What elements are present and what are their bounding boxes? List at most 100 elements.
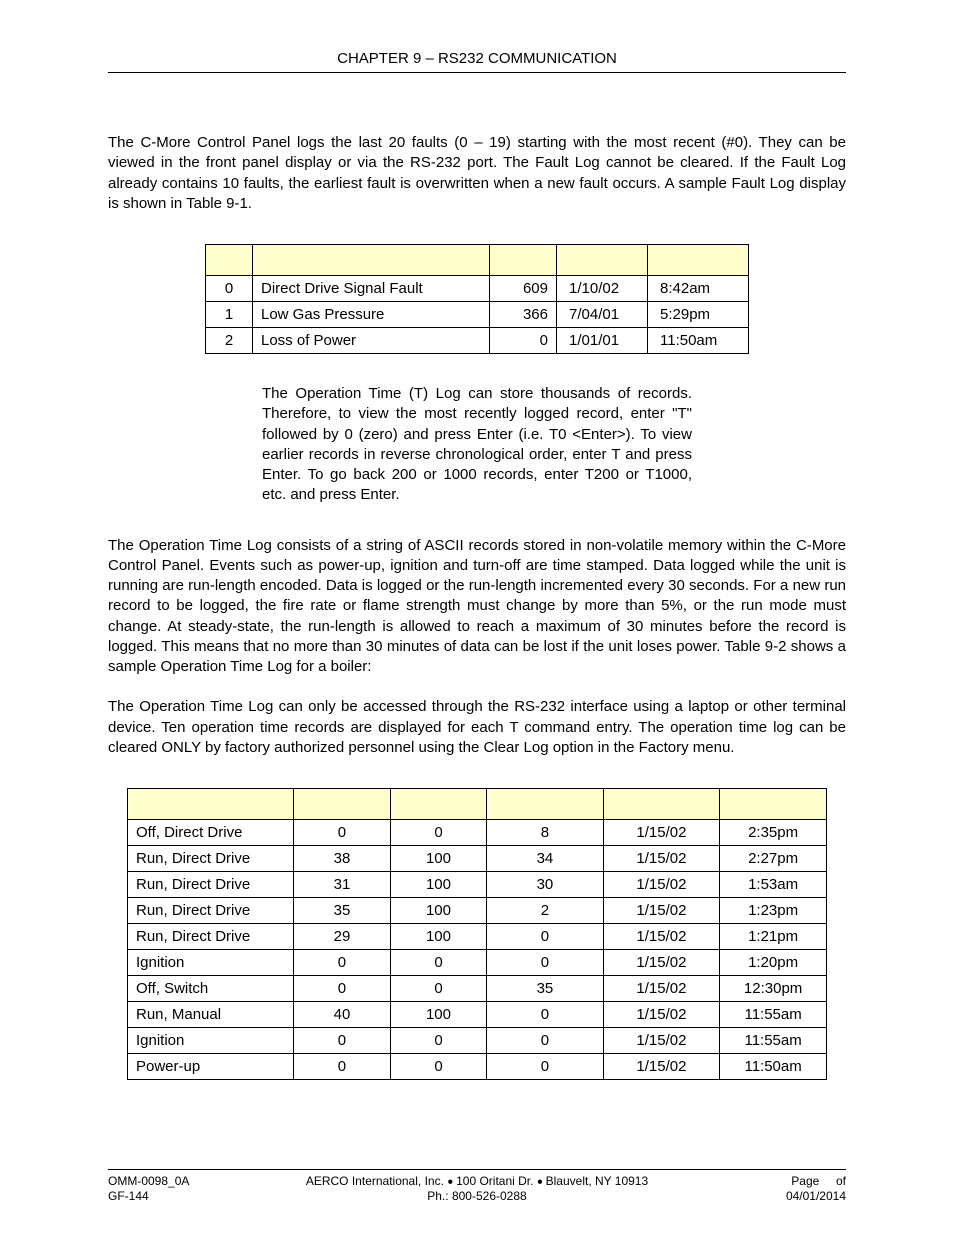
table-cell: 8 bbox=[487, 820, 603, 846]
table-header-row bbox=[206, 245, 749, 276]
table-cell: 0 bbox=[294, 1054, 391, 1080]
bullet-icon: ● bbox=[447, 1176, 456, 1187]
table-cell: Off, Direct Drive bbox=[128, 820, 294, 846]
footer-doc-code: GF-144 bbox=[108, 1189, 258, 1205]
col-header bbox=[720, 789, 827, 820]
table-row: Run, Direct Drive31100301/15/021:53am bbox=[128, 872, 827, 898]
table-cell: 0 bbox=[390, 976, 487, 1002]
table-cell: 1/15/02 bbox=[603, 898, 720, 924]
table-cell: 38 bbox=[294, 846, 391, 872]
table-row: Ignition0001/15/021:20pm bbox=[128, 950, 827, 976]
col-header bbox=[490, 245, 557, 276]
table-cell: 11:55am bbox=[720, 1002, 827, 1028]
table-cell: Ignition bbox=[128, 1028, 294, 1054]
table-cell: 0 bbox=[390, 950, 487, 976]
table-row: Run, Manual4010001/15/0211:55am bbox=[128, 1002, 827, 1028]
table-cell: 1:20pm bbox=[720, 950, 827, 976]
table-cell: 100 bbox=[390, 846, 487, 872]
table-cell: 100 bbox=[390, 898, 487, 924]
table-cell: 0 bbox=[206, 276, 253, 302]
table-cell: Run, Direct Drive bbox=[128, 924, 294, 950]
table-cell: Run, Manual bbox=[128, 1002, 294, 1028]
table-cell: 2 bbox=[206, 328, 253, 354]
col-header bbox=[390, 789, 487, 820]
table-cell: 34 bbox=[487, 846, 603, 872]
table-cell: 11:55am bbox=[720, 1028, 827, 1054]
table-cell: 1:53am bbox=[720, 872, 827, 898]
operation-time-log-table: Off, Direct Drive0081/15/022:35pmRun, Di… bbox=[127, 788, 827, 1080]
table-cell: 366 bbox=[490, 302, 557, 328]
table-cell: 40 bbox=[294, 1002, 391, 1028]
col-header bbox=[294, 789, 391, 820]
table-cell: 0 bbox=[294, 950, 391, 976]
footer-text: AERCO International, Inc. bbox=[306, 1174, 444, 1188]
table-cell: 0 bbox=[294, 1028, 391, 1054]
col-header bbox=[487, 789, 603, 820]
table-cell: 1/15/02 bbox=[603, 1054, 720, 1080]
table-cell: 100 bbox=[390, 1002, 487, 1028]
page-footer: OMM-0098_0A AERCO International, Inc. ● … bbox=[108, 1169, 846, 1205]
table-cell: 1/15/02 bbox=[603, 950, 720, 976]
table-cell: 2:27pm bbox=[720, 846, 827, 872]
table-cell: 100 bbox=[390, 872, 487, 898]
footer-phone: Ph.: 800-526-0288 bbox=[258, 1189, 696, 1205]
bullet-icon: ● bbox=[537, 1176, 546, 1187]
paragraph-oplog-desc: The Operation Time Log consists of a str… bbox=[108, 536, 846, 678]
table-cell: 0 bbox=[390, 820, 487, 846]
table-cell: 0 bbox=[487, 1002, 603, 1028]
table-cell: Low Gas Pressure bbox=[253, 302, 490, 328]
table-cell: 5:29pm bbox=[648, 302, 749, 328]
table-cell: 1:21pm bbox=[720, 924, 827, 950]
table-cell: 11:50am bbox=[648, 328, 749, 354]
table-cell: 1/15/02 bbox=[603, 820, 720, 846]
col-header bbox=[603, 789, 720, 820]
table-cell: 1/01/01 bbox=[557, 328, 648, 354]
table-cell: Off, Switch bbox=[128, 976, 294, 1002]
table-cell: 1/15/02 bbox=[603, 924, 720, 950]
table-cell: 100 bbox=[390, 924, 487, 950]
table-cell: 0 bbox=[487, 950, 603, 976]
paragraph-oplog-access: The Operation Time Log can only be acces… bbox=[108, 697, 846, 758]
table-cell: 0 bbox=[390, 1028, 487, 1054]
table-cell: 0 bbox=[487, 1054, 603, 1080]
col-header bbox=[128, 789, 294, 820]
table-cell: 2 bbox=[487, 898, 603, 924]
table-cell: 29 bbox=[294, 924, 391, 950]
col-header bbox=[253, 245, 490, 276]
table-cell: 8:42am bbox=[648, 276, 749, 302]
table-cell: 12:30pm bbox=[720, 976, 827, 1002]
table-row: Run, Direct Drive38100341/15/022:27pm bbox=[128, 846, 827, 872]
footer-text: 100 Oritani Dr. bbox=[456, 1174, 533, 1188]
paragraph-intro: The C-More Control Panel logs the last 2… bbox=[108, 133, 846, 214]
table-cell: 0 bbox=[487, 1028, 603, 1054]
document-page: CHAPTER 9 – RS232 COMMUNICATION The C-Mo… bbox=[0, 0, 954, 1235]
footer-text: of bbox=[836, 1174, 846, 1188]
table-cell: 30 bbox=[487, 872, 603, 898]
table-cell: 0 bbox=[487, 924, 603, 950]
footer-text: Page bbox=[791, 1174, 819, 1188]
table-cell: 0 bbox=[294, 976, 391, 1002]
table-row: Ignition0001/15/0211:55am bbox=[128, 1028, 827, 1054]
table-cell: 31 bbox=[294, 872, 391, 898]
table-row: Power-up0001/15/0211:50am bbox=[128, 1054, 827, 1080]
table-row: 0Direct Drive Signal Fault6091/10/028:42… bbox=[206, 276, 749, 302]
table-cell: 609 bbox=[490, 276, 557, 302]
table-row: Off, Switch00351/15/0212:30pm bbox=[128, 976, 827, 1002]
table-cell: 0 bbox=[490, 328, 557, 354]
table-cell: 1/15/02 bbox=[603, 872, 720, 898]
table-cell: Run, Direct Drive bbox=[128, 846, 294, 872]
table-cell: 0 bbox=[390, 1054, 487, 1080]
table-row: Run, Direct Drive2910001/15/021:21pm bbox=[128, 924, 827, 950]
table-cell: 0 bbox=[294, 820, 391, 846]
table-cell: 1/15/02 bbox=[603, 846, 720, 872]
table-cell: Run, Direct Drive bbox=[128, 872, 294, 898]
chapter-header: CHAPTER 9 – RS232 COMMUNICATION bbox=[108, 50, 846, 73]
table-cell: 1/15/02 bbox=[603, 1002, 720, 1028]
table-cell: 1/15/02 bbox=[603, 1028, 720, 1054]
table-cell: 2:35pm bbox=[720, 820, 827, 846]
fault-log-table: 0Direct Drive Signal Fault6091/10/028:42… bbox=[205, 244, 749, 354]
table-row: 1Low Gas Pressure3667/04/015:29pm bbox=[206, 302, 749, 328]
table-cell: 1 bbox=[206, 302, 253, 328]
table-row: 2Loss of Power01/01/0111:50am bbox=[206, 328, 749, 354]
footer-date: 04/01/2014 bbox=[696, 1189, 846, 1205]
